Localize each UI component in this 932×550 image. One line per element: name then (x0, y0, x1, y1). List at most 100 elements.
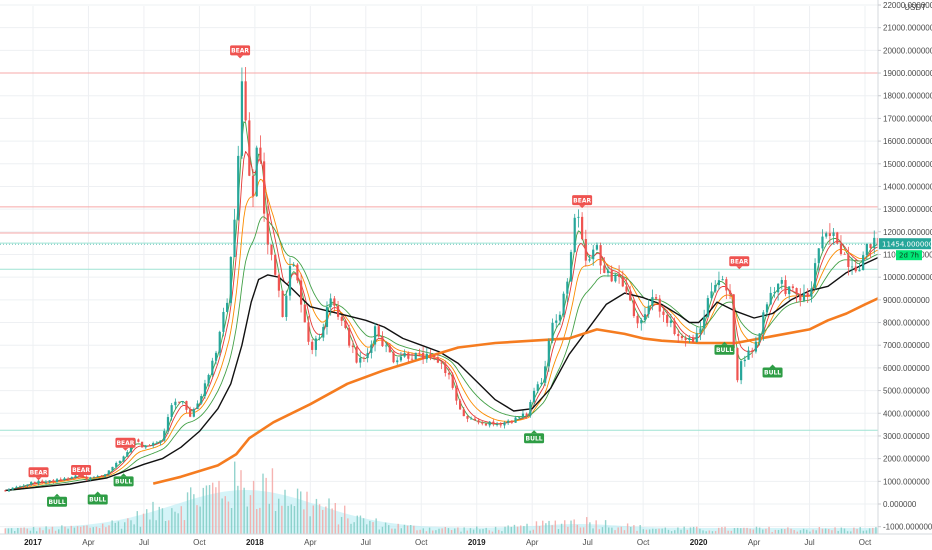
volume-bar (479, 529, 481, 534)
volume-bar (193, 494, 195, 534)
x-axis-tick-label: Jul (361, 538, 371, 547)
sma-line-black (5, 256, 881, 492)
volume-bar (815, 530, 817, 534)
volume-bar (765, 528, 767, 534)
candle-body (455, 387, 458, 401)
candle-body (155, 442, 158, 444)
current-price-text: 11454.000000 (882, 241, 932, 249)
candle-body (769, 292, 772, 305)
volume-bar (586, 517, 588, 534)
candle-body (484, 423, 488, 426)
candle-body (277, 274, 281, 291)
volume-bar (136, 511, 138, 534)
volume-bar (780, 528, 783, 534)
volume-bar (196, 505, 198, 534)
volume-bar (164, 521, 167, 534)
candle-body (192, 409, 195, 417)
volume-bar (177, 513, 179, 534)
candle-body (33, 482, 36, 484)
candle-body (137, 439, 140, 442)
candle-body (569, 252, 573, 282)
candle-body (263, 161, 266, 214)
volume-bar (45, 526, 47, 534)
volume-bar (513, 524, 516, 534)
volume-bar (680, 529, 682, 534)
currency-label: USDT (904, 3, 926, 12)
bear-signal: BEAR (572, 195, 593, 209)
candle-body (525, 413, 528, 416)
candle-body (140, 441, 144, 448)
volume-bar (199, 506, 201, 534)
volume-bar (771, 531, 773, 534)
candle-body (377, 326, 380, 337)
signal-labels: BEAR BEAR BEAR BEAR BEAR BEAR BULL BULL BULL BULL… (28, 45, 783, 507)
volume-bar (463, 527, 465, 534)
volume-bar (174, 511, 176, 534)
candle-body (680, 336, 684, 339)
volume-bar (240, 470, 242, 534)
candle-body (407, 353, 410, 359)
y-axis-tick-label: 15000.000000 (883, 160, 932, 169)
candle-body (869, 243, 872, 249)
candle-body (762, 312, 765, 334)
candle-body (152, 443, 155, 446)
candle-body (592, 249, 595, 260)
candle-body (92, 476, 96, 478)
bear-signal-badge (230, 45, 251, 56)
bear-signal: BEAR (230, 45, 251, 59)
candle-body (385, 345, 388, 347)
volume-bar (658, 528, 660, 534)
candle-body (211, 360, 214, 376)
candle-body (396, 360, 399, 363)
candle-body (643, 314, 647, 321)
volume-bar (158, 506, 160, 534)
candle-body (495, 424, 499, 426)
candle-body (355, 347, 358, 363)
volume-bar (614, 530, 616, 534)
volume-bar (598, 529, 601, 534)
volume-bar (686, 529, 689, 534)
volume-bar (10, 528, 13, 534)
horizontal-levels (0, 72, 878, 431)
volume-bar (799, 530, 802, 534)
volume-bar (149, 519, 151, 534)
signal-label-text: BEAR (72, 467, 90, 474)
x-axis-tick-label: Apr (304, 538, 317, 547)
bear-signal-badge (71, 464, 92, 475)
volume-bar (595, 520, 597, 534)
volume-bar (787, 527, 789, 534)
candle-body (573, 217, 576, 253)
candle-body (836, 232, 839, 244)
volume-bar (601, 527, 604, 534)
volume-bar (865, 530, 868, 534)
candle-body (551, 322, 554, 341)
volume-bar (17, 527, 19, 534)
x-axis-tick-label: Apr (526, 538, 539, 547)
volume-bar (529, 530, 531, 534)
y-axis-tick-label: 20000.000000 (883, 46, 932, 55)
volume-bar (35, 531, 38, 534)
y-axis-ticks: 22000.000000 21000.000000 20000.000000 1900… (878, 1, 932, 532)
volume-bar (359, 515, 362, 534)
candle-body (344, 320, 347, 328)
volume-bar (432, 530, 434, 534)
bear-signal: BEAR (115, 437, 136, 451)
candle-body (251, 175, 255, 197)
volume-bar (557, 529, 560, 534)
candle-body (281, 290, 284, 317)
volume-bar (636, 530, 638, 534)
volume-bar (802, 528, 805, 534)
volume-bar (416, 530, 418, 534)
volume-bar (413, 525, 415, 534)
volume-bar (234, 461, 236, 534)
candle-body (499, 424, 502, 426)
candle-body (510, 420, 513, 423)
candle-body (373, 326, 377, 345)
candle-body (614, 274, 617, 282)
volume-bar (347, 518, 349, 534)
volume-bar (20, 527, 22, 534)
candle-body (403, 353, 406, 357)
